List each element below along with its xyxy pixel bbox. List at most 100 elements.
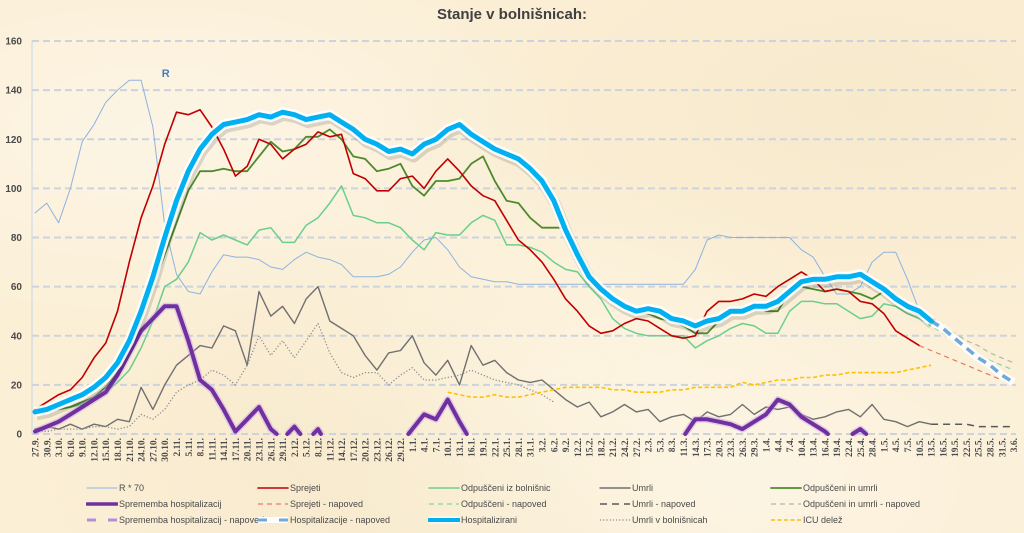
x-tick-label: 29.12. [397,438,407,462]
legend-label: R * 70 [119,483,145,493]
legend-swatch [599,487,631,489]
legend-swatch [771,503,801,505]
series-line-umrli [34,285,932,430]
series-sprejeti [34,109,921,411]
x-tick-label: 18.10. [114,438,124,462]
x-tick-label: 21.10. [126,438,136,462]
x-tick-label: 29.11. [279,438,289,461]
x-tick-label: 1.1. [409,438,419,452]
x-tick-label: 7.4. [786,438,796,452]
x-tick-label: 30.9. [43,438,53,457]
x-tick-label: 25.5. [975,438,985,457]
legend-swatch [86,502,118,506]
x-tick-label: 13.4. [810,438,820,457]
x-tick-label: 4.4. [774,438,784,452]
x-tick-label: 23.11. [256,438,266,461]
x-tick-label: 2.11. [173,438,183,456]
x-tick-label: 5.3. [656,438,666,452]
series-line-icu [447,364,932,398]
x-tick-label: 28.1. [515,438,525,457]
x-tick-label: 6.10. [67,438,77,457]
series-line-hosp_nap [930,319,1015,384]
legend-label: Sprememba hospitalizacij - napoved [119,515,265,525]
x-tick-label: 3.2. [538,438,548,452]
series-line-umrli_nap [931,423,1014,428]
legend-label: Umrli - napoved [632,499,696,509]
x-tick-label: 28.4. [869,438,879,457]
x-tick-label: 17.11. [232,438,242,461]
legend-item-hosp_nap: Hospitalizacije - napoved [257,512,428,528]
x-tick-label: 28.5. [987,438,997,457]
legend-label: Hospitalizirani [461,515,518,525]
x-tick-label: 23.3. [727,438,737,457]
legend: R * 70 Sprejeti Odpuščeni iz bolnišnic Umrl… [86,480,941,528]
x-tick-label: 24.2. [621,438,631,457]
x-tick-label: 10.1. [444,438,454,457]
series-glow [33,302,869,437]
x-tick-label: 26.11. [267,438,277,461]
legend-item-odpusceni_nap: Odpuščeni - napoved [428,496,599,512]
x-tick-label: 14.11. [220,438,230,461]
series-line-r70 [34,79,932,322]
legend-label: Sprejeti [290,483,321,493]
series-r70 [34,79,932,322]
series-icu [447,364,932,398]
x-tick-label: 3.10. [55,438,65,457]
legend-item-odp_umrli_nap: Odpuščeni in umrli - napoved [770,496,941,512]
legend-label: Hospitalizacije - napoved [290,515,391,525]
x-tick-label: 20.12. [362,438,372,462]
x-tick-label: 12.10. [90,438,100,462]
series-hosp [32,107,937,421]
x-tick-label: 16.1. [468,438,478,457]
legend-label: Odpuščeni in umrli - napoved [803,499,921,509]
gridlines [32,40,1016,435]
x-tick-label: 25.1. [503,438,513,457]
x-tick-label: 15.2. [586,438,596,457]
legend-item-odp_umrli: Odpuščeni in umrli [770,480,941,496]
legend-item-r70: R * 70 [86,480,257,496]
legend-item-sprememba_nap: Sprememba hospitalizacij - napoved [86,512,264,528]
x-tick-label: 18.2. [597,438,607,457]
y-tick-label: 40 [11,331,23,342]
x-tick-label: 27.10. [149,438,159,462]
legend-swatch [428,487,460,489]
x-tick-label: 10.5. [916,438,926,457]
legend-item-icu: ICU delež [770,512,941,528]
x-tick-label: 5.12. [303,438,313,457]
legend-label: Umrli [632,483,653,493]
y-tick-label: 160 [5,37,22,48]
x-tick-label: 31.5. [998,438,1008,457]
y-tick-label: 20 [11,380,23,391]
x-tick-label: 11.3. [680,438,690,456]
legend-swatch [600,519,630,521]
legend-swatch [86,487,118,489]
x-tick-label: 23.12. [373,438,383,462]
x-tick-label: 20.3. [715,438,725,457]
x-tick-label: 12.2. [574,438,584,457]
legend-label: Odpuščeni iz bolnišnic [461,483,551,493]
x-tick-label: 13.5. [928,438,938,457]
x-tick-label: 8.11. [197,438,207,456]
series-odpusceni [34,185,921,413]
series-umrli_nap [931,423,1014,428]
series-hosp_nap [928,317,1016,386]
x-tick-label: 16.4. [821,438,831,457]
legend-item-hosp: Hospitalizirani [428,512,599,528]
legend-swatch [600,503,630,505]
series-line-sprejeti_nap [919,345,1003,381]
legend-swatch [428,516,460,524]
annotation-label: R [162,68,170,80]
x-tick-label: 1.4. [763,438,773,452]
legend-swatch [258,503,288,505]
x-tick-label: 2.12. [291,438,301,457]
x-tick-label: 29.3. [751,438,761,457]
series-odp_umrli [34,128,921,411]
axes: 0 20 40 60 80 100 120 140 160 27.9. 30.9. 3.10. 6.10… [5,37,1020,462]
x-tick-label: 4.5. [892,438,902,452]
x-tick-label: 9.10. [79,438,89,457]
x-tick-label: 31.1. [527,438,537,457]
series-sprememba [33,302,869,437]
x-tick-label: 2.3. [645,438,655,452]
x-tick-label: 14.12. [338,438,348,462]
